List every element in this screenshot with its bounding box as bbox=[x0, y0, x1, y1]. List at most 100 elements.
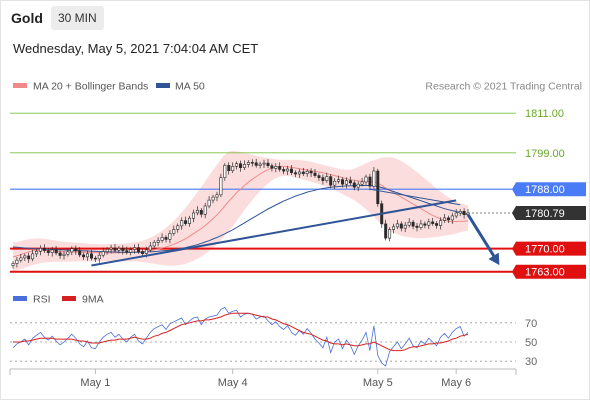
copyright-text: Research © 2021 Trading Central bbox=[425, 81, 582, 93]
candle-up bbox=[109, 247, 113, 250]
candle-up bbox=[133, 247, 137, 250]
candle-down bbox=[348, 180, 352, 184]
candle-up bbox=[188, 217, 192, 224]
candle-up bbox=[337, 179, 341, 182]
candle-up bbox=[419, 223, 423, 228]
candle-down bbox=[411, 221, 415, 227]
candle-up bbox=[262, 162, 266, 165]
candle-down bbox=[384, 223, 388, 239]
rsi-level-label: 50 bbox=[525, 337, 537, 349]
trendline-1 bbox=[91, 199, 457, 267]
rsi-ma-legend-swatch bbox=[62, 296, 76, 301]
level-label-1780.79: 1780.79 bbox=[512, 206, 586, 220]
indicator-lines bbox=[12, 165, 469, 258]
candle-down bbox=[239, 163, 243, 168]
chart-header: Gold 30 MIN bbox=[0, 0, 590, 38]
candle-down bbox=[415, 225, 419, 228]
level-label-1811.00: 1811.00 bbox=[525, 108, 564, 120]
candle-down bbox=[54, 249, 58, 254]
candle-down bbox=[90, 253, 94, 259]
candle-up bbox=[66, 251, 70, 255]
timeframe-badge[interactable]: 30 MIN bbox=[51, 6, 104, 30]
level-label-1770.00: 1770.00 bbox=[512, 241, 586, 256]
candle-down bbox=[301, 171, 305, 175]
candle-up bbox=[258, 163, 262, 166]
ma50-line bbox=[12, 185, 469, 253]
candle-down bbox=[282, 169, 286, 172]
candle-up bbox=[180, 220, 184, 227]
candle-up bbox=[129, 249, 133, 253]
candle-up bbox=[105, 249, 109, 252]
ma20-line bbox=[12, 165, 469, 258]
level-label-1799.00: 1799.00 bbox=[525, 148, 565, 160]
rsi-ma-line bbox=[13, 312, 469, 352]
trendlines bbox=[91, 188, 500, 267]
forecast-arrow-shaft bbox=[466, 213, 498, 261]
candle-up bbox=[297, 171, 301, 175]
candle-up bbox=[403, 224, 407, 229]
candle-up bbox=[395, 223, 399, 228]
trendline-2 bbox=[369, 188, 461, 206]
candle-up bbox=[407, 221, 411, 226]
indicator-legend: RSI 9MA bbox=[13, 294, 104, 306]
x-tick-label: May 5 bbox=[363, 377, 393, 389]
candle-up bbox=[246, 162, 250, 165]
candle-up bbox=[450, 215, 454, 221]
candle-up bbox=[286, 168, 290, 172]
candle-up bbox=[274, 166, 278, 169]
candle-up bbox=[31, 253, 35, 260]
candle-up bbox=[333, 180, 337, 186]
candle-up bbox=[305, 171, 309, 174]
candle-up bbox=[458, 211, 462, 214]
rsi-level-label: 70 bbox=[525, 318, 537, 330]
ma50-legend-swatch bbox=[156, 83, 170, 88]
level-label-box bbox=[512, 241, 586, 256]
candle-down bbox=[199, 210, 203, 215]
candle-down bbox=[78, 250, 82, 256]
candle-down bbox=[46, 250, 50, 253]
candle-up bbox=[235, 163, 239, 167]
candle-down bbox=[82, 254, 86, 258]
rsi-panel: 70 50 30 bbox=[10, 306, 537, 368]
ma50-legend-label: MA 50 bbox=[175, 81, 205, 93]
candle-down bbox=[446, 217, 450, 221]
x-tick-label: May 4 bbox=[218, 377, 248, 389]
level-value-text: 1799.00 bbox=[525, 148, 565, 160]
level-value-text: 1780.79 bbox=[525, 208, 565, 220]
candle-up bbox=[156, 240, 160, 243]
level-label-box bbox=[512, 264, 586, 279]
candle-up bbox=[439, 220, 443, 226]
candle-up bbox=[11, 263, 15, 266]
candle-up bbox=[176, 225, 180, 230]
asset-name: Gold bbox=[11, 10, 43, 26]
candle-up bbox=[215, 194, 219, 198]
candle-down bbox=[329, 176, 333, 186]
level-value-text: 1788.00 bbox=[525, 184, 565, 196]
candle-down bbox=[289, 168, 293, 173]
candle-down bbox=[93, 257, 97, 260]
ma20-legend-swatch bbox=[13, 83, 27, 88]
candle-down bbox=[399, 223, 403, 229]
candle-up bbox=[356, 183, 360, 188]
candle-down bbox=[164, 237, 168, 240]
candle-down bbox=[266, 162, 270, 167]
candle-down bbox=[58, 252, 62, 256]
candle-up bbox=[50, 249, 54, 253]
candle-up bbox=[207, 199, 211, 207]
candle-down bbox=[270, 165, 274, 169]
candle-down bbox=[278, 166, 282, 170]
candle-up bbox=[325, 176, 329, 181]
candle-down bbox=[74, 248, 78, 252]
candle-down bbox=[27, 255, 31, 260]
candle-down bbox=[42, 248, 46, 251]
level-label-1788.00: 1788.00 bbox=[512, 182, 586, 197]
candle-down bbox=[321, 177, 325, 181]
candle-down bbox=[125, 250, 129, 253]
candle-up bbox=[168, 233, 172, 240]
candle-down bbox=[423, 223, 427, 226]
candle-up bbox=[172, 229, 176, 234]
candle-up bbox=[391, 226, 395, 230]
rsi-line bbox=[12, 306, 469, 367]
candle-up bbox=[148, 245, 152, 251]
candle-down bbox=[141, 251, 145, 254]
